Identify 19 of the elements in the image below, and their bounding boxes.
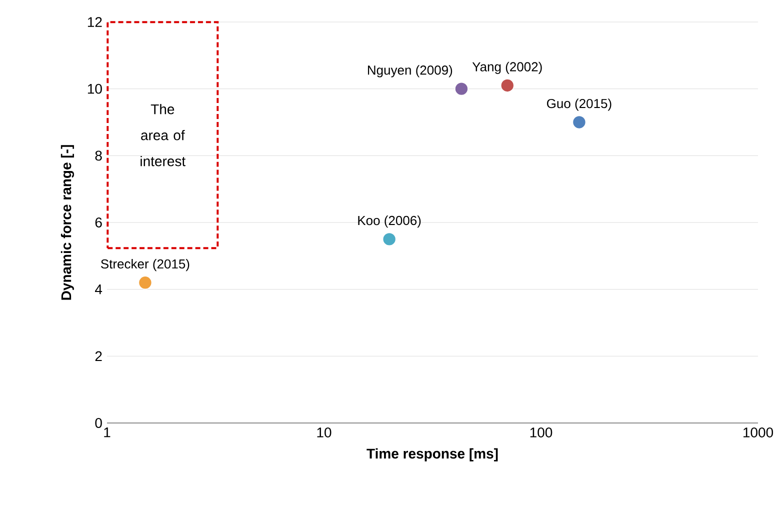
y-axis-title: Dynamic force range [-]: [60, 145, 74, 300]
series-label: Koo (2006): [358, 216, 421, 228]
x-tick-label: 1000: [743, 428, 774, 438]
series-label: Yang (2002): [472, 62, 542, 74]
y-tick-label: 10: [88, 84, 102, 94]
y-tick-label: 12: [88, 17, 102, 27]
x-tick-label: 10: [317, 428, 332, 438]
annotation: The area of interest: [140, 104, 186, 166]
y-tick-label: 4: [95, 284, 102, 294]
x-tick-label: 100: [530, 428, 552, 438]
y-tick-label: 0: [95, 418, 102, 428]
y-tick-label: 8: [95, 150, 102, 161]
series-label: Strecker (2015): [101, 259, 190, 272]
series-label: Guo (2015): [546, 98, 612, 111]
x-axis-title: Time response [ms]: [366, 448, 498, 462]
y-tick-label: 6: [95, 218, 102, 228]
x-tick-label: 1: [104, 428, 110, 438]
y-tick-label: 2: [95, 351, 102, 362]
series-label: Nguyen (2009): [368, 65, 452, 78]
